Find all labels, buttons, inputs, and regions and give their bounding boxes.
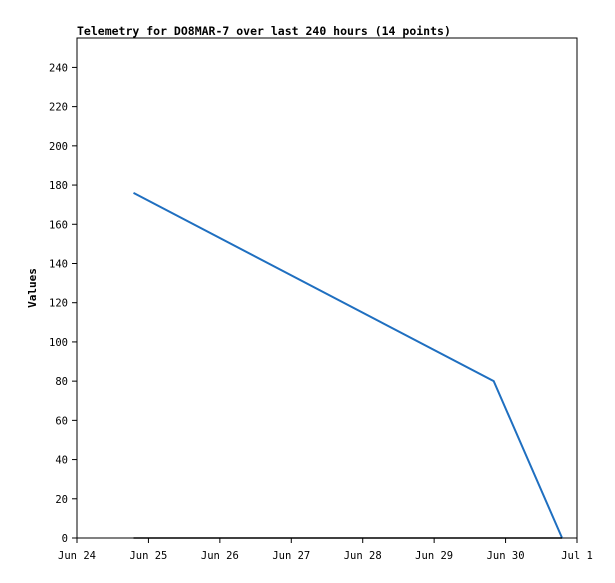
y-tick-label: 140 (49, 258, 68, 270)
chart-title: Telemetry for DO8MAR-7 over last 240 hou… (77, 24, 451, 38)
y-tick-label: 20 (55, 494, 68, 506)
y-tick-label: 220 (49, 102, 68, 114)
x-tick-label: Jun 26 (201, 550, 239, 562)
y-axis-label: Values (26, 268, 39, 308)
y-tick-label: 120 (49, 298, 68, 310)
x-tick-label: Jun 29 (415, 550, 453, 562)
x-tick-label: Jun 24 (58, 550, 96, 562)
y-axis: 0 20 40 60 80 100 120 140 160 180 200 220 240 (49, 62, 77, 545)
y-tick-label: 100 (49, 337, 68, 349)
x-tick-label: Jul 1 (561, 550, 593, 562)
x-tick-label: Jun 27 (272, 550, 310, 562)
x-tick-label: Jun 28 (344, 550, 382, 562)
y-tick-label: 200 (49, 141, 68, 153)
y-tick-label: 160 (49, 219, 68, 231)
x-tick-label: Jun 30 (487, 550, 525, 562)
y-tick-label: 180 (49, 180, 68, 192)
x-axis: Jun 24 Jun 25 Jun 26 Jun 27 Jun 28 Jun 29 Jun … (58, 538, 593, 562)
y-tick-label: 80 (55, 376, 68, 388)
y-tick-label: 240 (49, 62, 68, 74)
y-tick-label: 0 (62, 533, 68, 545)
y-tick-label: 60 (55, 415, 68, 427)
y-tick-label: 40 (55, 455, 68, 467)
x-tick-label: Jun 25 (129, 550, 167, 562)
plot-area (76, 37, 578, 539)
series-line-1 (133, 192, 564, 539)
series-layer (133, 192, 564, 539)
